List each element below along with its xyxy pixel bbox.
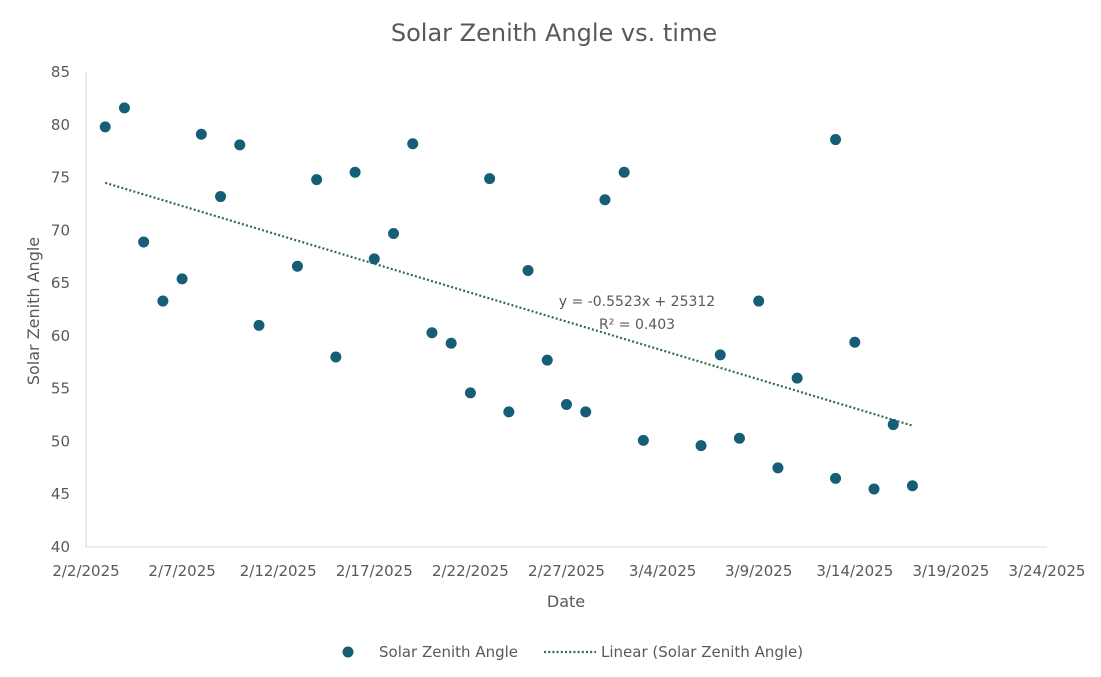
data-points — [99, 102, 918, 495]
data-point — [830, 472, 842, 484]
data-point — [772, 462, 784, 474]
data-point — [138, 236, 150, 248]
y-tick-label: 40 — [51, 538, 70, 556]
y-tick-label: 85 — [51, 63, 70, 81]
data-point — [503, 406, 515, 418]
data-point — [906, 480, 918, 492]
data-point — [195, 128, 207, 140]
chart-title: Solar Zenith Angle vs. time — [391, 19, 717, 47]
data-point — [695, 440, 707, 452]
data-point — [599, 194, 611, 206]
data-point — [791, 372, 803, 384]
data-point — [830, 134, 842, 146]
legend: Solar Zenith Angle Linear (Solar Zenith … — [342, 643, 803, 661]
data-point — [887, 419, 899, 431]
y-tick-label: 50 — [51, 432, 70, 450]
data-point — [618, 166, 630, 178]
data-point — [849, 336, 861, 348]
data-point — [118, 102, 130, 114]
x-tick-label: 3/19/2025 — [912, 562, 989, 580]
x-tick-label: 2/22/2025 — [432, 562, 509, 580]
data-point — [541, 354, 553, 366]
trendline-equation: y = -0.5523x + 25312 — [559, 294, 715, 310]
x-tick-label: 3/24/2025 — [1009, 562, 1086, 580]
x-tick-label: 3/4/2025 — [629, 562, 696, 580]
data-point — [484, 173, 496, 185]
x-axis-ticks: 2/2/2025 2/7/2025 2/12/2025 2/17/2025 2/22/2… — [52, 562, 1085, 580]
legend-label-trendline: Linear (Solar Zenith Angle) — [601, 643, 803, 661]
legend-marker-series — [342, 646, 354, 658]
data-point — [733, 432, 745, 444]
data-point — [234, 139, 246, 151]
data-point — [426, 327, 438, 339]
data-point — [253, 319, 265, 331]
x-tick-label: 2/17/2025 — [336, 562, 413, 580]
y-tick-label: 60 — [51, 327, 70, 345]
data-point — [868, 483, 880, 495]
data-point — [311, 174, 323, 186]
data-point — [637, 434, 649, 446]
data-point — [464, 387, 476, 399]
data-point — [522, 264, 534, 276]
x-tick-label: 2/12/2025 — [240, 562, 317, 580]
data-point — [388, 228, 400, 239]
y-tick-label: 70 — [51, 221, 70, 239]
trendline — [104, 181, 913, 427]
x-tick-label: 2/7/2025 — [148, 562, 215, 580]
data-point — [291, 260, 303, 272]
y-axis-title: Solar Zenith Angle — [24, 237, 43, 385]
x-tick-label: 2/27/2025 — [528, 562, 605, 580]
data-point — [157, 295, 169, 307]
data-point — [330, 351, 342, 363]
data-point — [407, 138, 419, 150]
data-point — [714, 349, 726, 361]
trendline-r-squared: R² = 0.403 — [599, 317, 675, 333]
data-point — [176, 273, 188, 285]
data-point — [445, 337, 457, 349]
y-tick-label: 75 — [51, 169, 70, 187]
y-tick-label: 45 — [51, 485, 70, 503]
x-tick-label: 2/2/2025 — [52, 562, 119, 580]
data-point — [561, 399, 572, 410]
x-tick-label: 3/14/2025 — [816, 562, 893, 580]
y-tick-label: 55 — [51, 380, 70, 398]
x-axis-title: Date — [547, 592, 585, 611]
data-point — [753, 295, 765, 307]
data-point — [215, 191, 227, 203]
data-point — [349, 166, 361, 178]
legend-label-series: Solar Zenith Angle — [379, 643, 518, 661]
data-point — [580, 406, 592, 418]
x-tick-label: 3/9/2025 — [725, 562, 792, 580]
y-tick-label: 65 — [51, 274, 70, 292]
y-tick-label: 80 — [51, 116, 70, 134]
data-point — [99, 121, 111, 133]
y-axis-ticks: 40 45 50 55 60 65 70 75 80 85 — [51, 63, 70, 556]
data-point — [368, 253, 380, 265]
